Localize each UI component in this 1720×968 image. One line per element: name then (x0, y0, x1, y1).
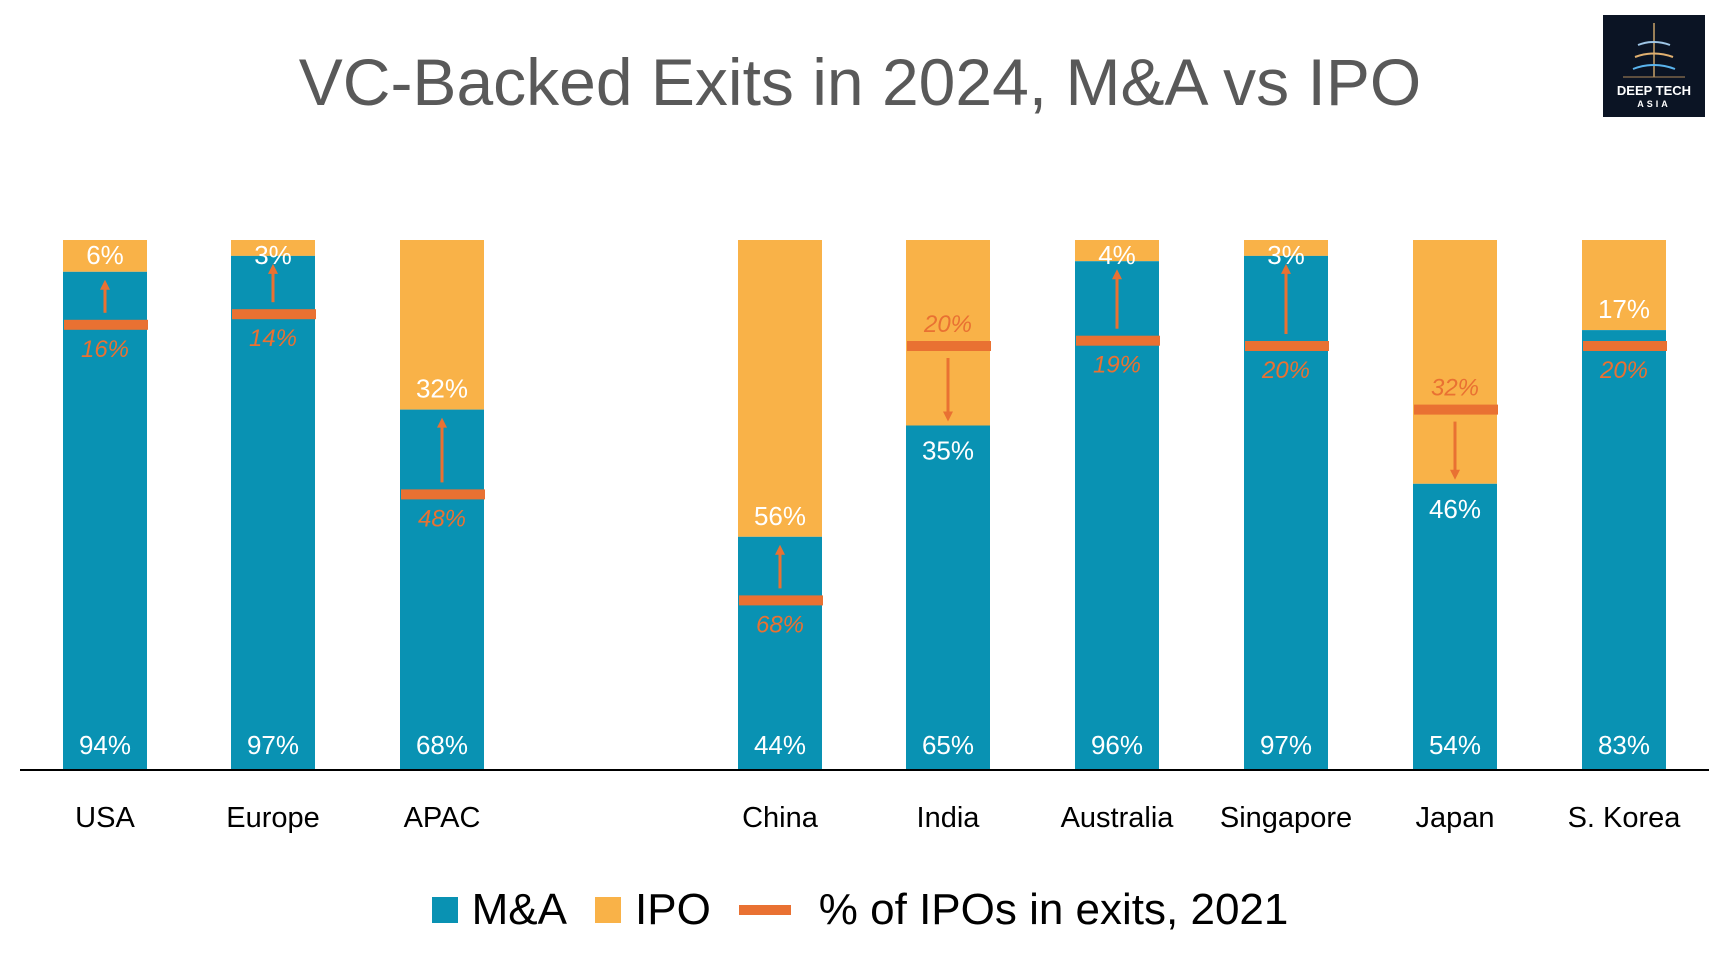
marker-2021-2 (401, 489, 485, 500)
bar-ipo-0 (63, 240, 147, 272)
label-marker-2021-7: 32% (1431, 375, 1479, 402)
category-label-2: APAC (404, 802, 481, 834)
legend-label-ma: M&A (471, 885, 567, 934)
bar-ma-0 (63, 271, 147, 770)
arrow-head-1 (268, 263, 278, 274)
legend-label-marker: % of IPOs in exits, 2021 (818, 885, 1289, 934)
bar-ipo-6 (1244, 240, 1328, 256)
logo-text: DEEP TECH (1616, 83, 1692, 98)
legend-swatch-ipo (595, 897, 621, 923)
category-label-0: USA (75, 802, 135, 834)
marker-2021-4 (907, 341, 991, 351)
label-ma-3: 44% (754, 730, 806, 760)
label-ma-2: 68% (416, 730, 468, 760)
label-ma-8: 83% (1598, 730, 1650, 760)
arrow-head-3 (775, 544, 785, 555)
legend-item-marker: % of IPOs in exits, 2021 (738, 885, 1289, 935)
category-label-5: Australia (1061, 802, 1175, 834)
label-ma-5: 96% (1091, 730, 1143, 760)
legend-item-ipo: IPO (595, 885, 711, 935)
category-label-7: Japan (1415, 802, 1494, 834)
deep-tech-asia-logo: DEEP TECH ASIA (1603, 15, 1705, 117)
label-ipo-2: 32% (416, 374, 468, 404)
legend-swatch-marker (738, 905, 791, 915)
bar-ma-4 (906, 425, 990, 770)
arrow-head-0 (100, 279, 110, 290)
logo-subtext: ASIA (1637, 99, 1671, 109)
category-label-3: China (742, 802, 819, 834)
chart-title: VC-Backed Exits in 2024, M&A vs IPO (298, 45, 1422, 119)
category-label-4: India (917, 802, 981, 834)
bar-ipo-1 (231, 240, 315, 256)
arrow-head-6 (1281, 263, 1291, 274)
bar-ipo-3 (738, 240, 822, 537)
marker-2021-0 (64, 319, 148, 330)
stacked-bar-chart: 94%6%16%USA97%3%14%Europe68%32%48%APAC44… (20, 240, 1709, 834)
arrow-head-5 (1112, 269, 1122, 280)
category-label-8: S. Korea (1568, 802, 1682, 834)
label-ipo-5: 4% (1098, 240, 1136, 270)
arrow-head-2 (437, 417, 447, 428)
label-ma-7: 54% (1429, 730, 1481, 760)
bar-ma-8 (1582, 330, 1666, 770)
marker-2021-6 (1245, 341, 1329, 351)
arrow-head-4 (943, 411, 953, 422)
legend-label-ipo: IPO (635, 885, 711, 934)
marker-2021-5 (1076, 335, 1160, 346)
bar-ipo-8 (1582, 240, 1666, 331)
label-marker-2021-2: 48% (418, 505, 466, 532)
label-ma-0: 94% (79, 730, 131, 760)
label-marker-2021-3: 68% (756, 611, 804, 638)
label-marker-2021-4: 20% (923, 311, 972, 338)
bar-ma-7 (1413, 483, 1497, 770)
bar-ipo-2 (400, 240, 484, 410)
category-label-1: Europe (226, 802, 320, 834)
label-marker-2021-6: 20% (1261, 357, 1310, 384)
label-marker-2021-5: 19% (1093, 352, 1141, 379)
label-ipo-3: 56% (754, 501, 806, 531)
legend: M&A IPO % of IPOs in exits, 2021 (0, 885, 1720, 935)
bar-ma-1 (231, 255, 315, 770)
label-ma-1: 97% (247, 730, 299, 760)
legend-item-ma: M&A (431, 885, 567, 935)
label-ipo-7: 46% (1429, 494, 1481, 524)
label-ma-6: 97% (1260, 730, 1312, 760)
label-ipo-0: 6% (86, 240, 124, 270)
label-marker-2021-8: 20% (1599, 357, 1648, 384)
category-label-6: Singapore (1220, 802, 1352, 834)
label-marker-2021-1: 14% (249, 325, 297, 352)
label-ipo-8: 17% (1598, 294, 1650, 324)
bar-ipo-5 (1075, 240, 1159, 262)
label-marker-2021-0: 16% (81, 336, 129, 363)
pagoda-icon (1623, 23, 1685, 78)
bar-ma-5 (1075, 261, 1159, 770)
marker-2021-8 (1583, 341, 1667, 351)
marker-2021-3 (739, 595, 823, 606)
marker-2021-7 (1414, 404, 1498, 415)
arrow-head-7 (1450, 469, 1460, 480)
marker-2021-1 (232, 309, 316, 320)
legend-swatch-ma (431, 897, 458, 923)
label-ipo-4: 35% (922, 436, 974, 466)
label-ma-4: 65% (922, 730, 974, 760)
